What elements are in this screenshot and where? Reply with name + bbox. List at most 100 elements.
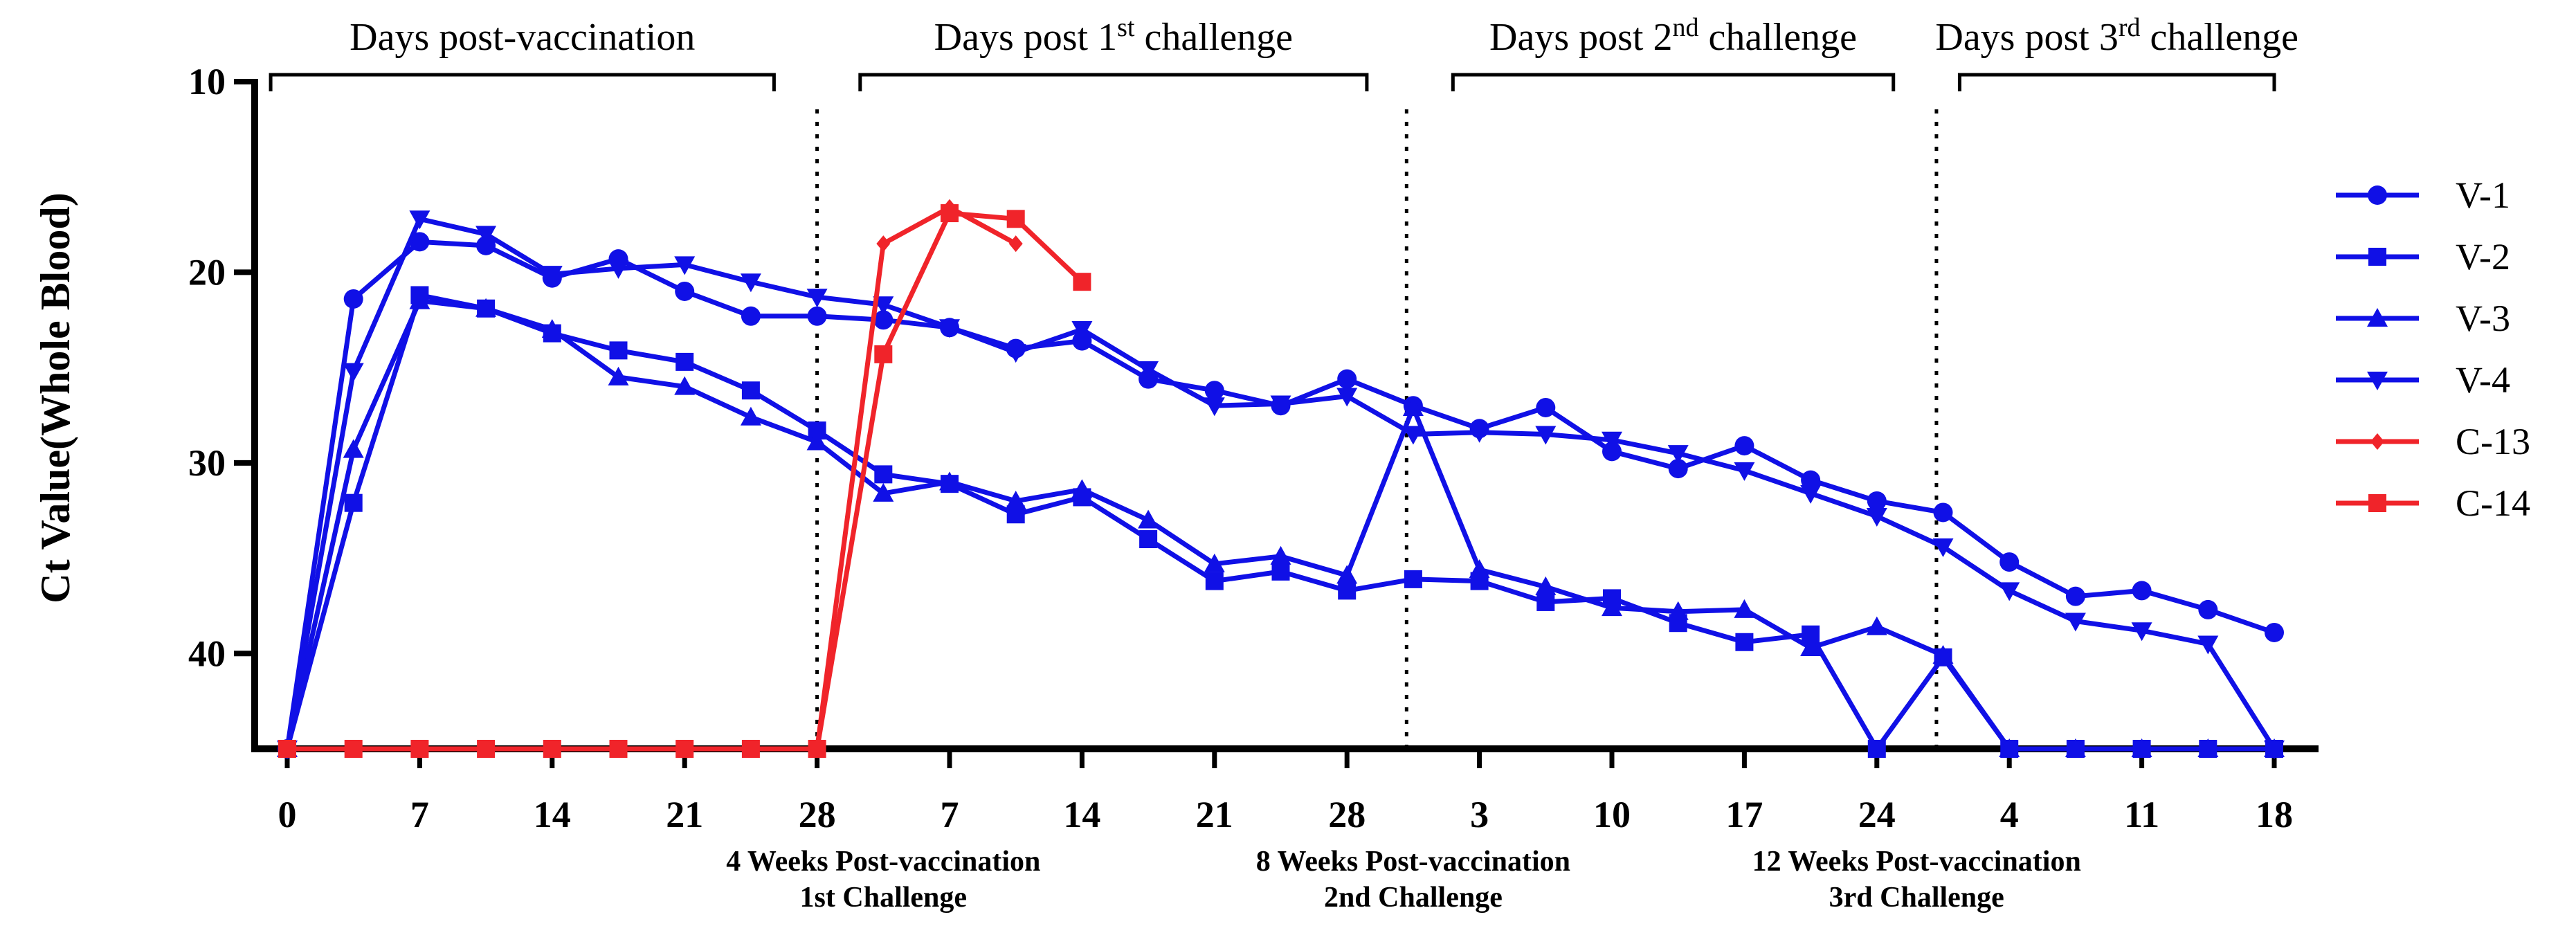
data-point — [1536, 592, 1555, 611]
period-label: Days post 2nd challenge — [1489, 13, 1857, 59]
data-point — [2131, 622, 2152, 642]
data-point — [344, 493, 363, 512]
data-point — [2065, 586, 2085, 606]
data-point — [1469, 559, 1490, 579]
legend-item-v-1: V-1 — [2336, 174, 2510, 216]
x-tick-label: 17 — [1725, 794, 1763, 835]
data-point — [675, 740, 694, 758]
data-point — [477, 740, 496, 758]
data-point — [2197, 635, 2219, 655]
data-point — [343, 289, 363, 309]
legend-marker — [2370, 433, 2384, 450]
phase-label-line1: 8 Weeks Post-vaccination — [1256, 846, 1570, 878]
data-point — [1205, 572, 1224, 590]
series-line-v-3 — [284, 298, 2274, 752]
data-point — [476, 235, 496, 255]
data-point — [1008, 235, 1023, 253]
data-point — [1204, 397, 1225, 417]
phase-label-line2: 1st Challenge — [800, 882, 968, 914]
period-bracket — [1957, 73, 2276, 91]
legend-item-v-3: V-3 — [2336, 298, 2510, 339]
data-point — [1005, 490, 1026, 509]
data-point — [1271, 562, 1290, 581]
data-point — [1734, 462, 1755, 481]
series-line-v-4 — [284, 216, 2276, 750]
data-point — [1999, 552, 2020, 572]
legend-marker — [2368, 248, 2386, 266]
data-point — [1867, 740, 1886, 758]
y-axis-title: Ct Value(Whole Blood) — [33, 192, 78, 603]
data-point — [806, 431, 828, 451]
data-point — [1404, 570, 1422, 588]
x-tick-label: 21 — [666, 794, 703, 835]
data-point — [2264, 741, 2285, 759]
data-point — [1336, 565, 1358, 584]
data-point — [1138, 361, 1159, 380]
phase-label-line2: 3rd Challenge — [1829, 882, 2004, 914]
data-point — [873, 310, 894, 330]
data-point — [675, 281, 695, 301]
period-label: Days post 1st challenge — [934, 13, 1293, 59]
data-point — [608, 260, 629, 279]
legend-label: C-14 — [2456, 482, 2530, 524]
x-tick-label: 10 — [1593, 794, 1631, 835]
legend-label: V-3 — [2456, 298, 2510, 339]
series-c-14 — [278, 204, 1091, 758]
legend-label: V-4 — [2456, 359, 2510, 401]
x-tick-label: 14 — [1063, 794, 1100, 835]
data-point — [1800, 484, 1822, 504]
data-point — [2131, 738, 2152, 757]
data-point — [675, 352, 694, 371]
data-point — [1800, 637, 1822, 657]
data-point — [1204, 381, 1224, 401]
data-point — [2197, 738, 2219, 757]
data-point — [1270, 395, 1291, 415]
data-point — [740, 406, 761, 426]
data-point — [1071, 321, 1093, 341]
data-point — [609, 740, 628, 758]
data-point — [939, 319, 960, 338]
data-point — [1999, 582, 2020, 601]
series-v-3 — [277, 290, 2285, 757]
data-point — [475, 226, 497, 245]
data-point — [1535, 426, 1557, 445]
phase-label-line2: 2nd Challenge — [1324, 882, 1503, 914]
data-point — [941, 204, 959, 223]
legend-marker — [2367, 372, 2388, 390]
legend-item-v-4: V-4 — [2336, 359, 2510, 401]
period-bracket — [1451, 73, 1896, 91]
legend-label: V-1 — [2456, 174, 2510, 216]
x-tick-label: 7 — [410, 794, 429, 835]
y-tick-label: 30 — [188, 442, 226, 484]
legend-label: V-2 — [2456, 236, 2510, 278]
data-point — [1668, 459, 1688, 479]
data-point — [543, 740, 561, 758]
data-point — [1867, 491, 1887, 511]
data-point — [278, 740, 296, 758]
data-point — [1866, 616, 1887, 635]
data-point — [1270, 545, 1291, 565]
data-point — [344, 740, 363, 758]
x-tick-label: 11 — [2124, 794, 2159, 835]
period-label: Days post 3rd challenge — [1935, 13, 2298, 59]
data-point — [674, 256, 696, 275]
data-point — [1535, 576, 1557, 595]
data-point — [740, 273, 761, 293]
data-point — [674, 376, 696, 395]
legend-label: C-13 — [2456, 421, 2530, 462]
legend-item-v-2: V-2 — [2336, 236, 2510, 278]
series-line-v-1 — [284, 239, 2276, 750]
x-tick-label: 4 — [2000, 794, 2019, 835]
data-point — [1933, 502, 1953, 523]
data-point — [608, 366, 629, 385]
data-point — [874, 465, 893, 484]
data-point — [874, 345, 893, 363]
data-point — [609, 341, 628, 360]
data-point — [343, 363, 364, 382]
data-point — [2198, 599, 2218, 619]
series-v-2 — [278, 286, 2283, 758]
data-point — [876, 235, 891, 253]
data-point — [410, 232, 430, 252]
